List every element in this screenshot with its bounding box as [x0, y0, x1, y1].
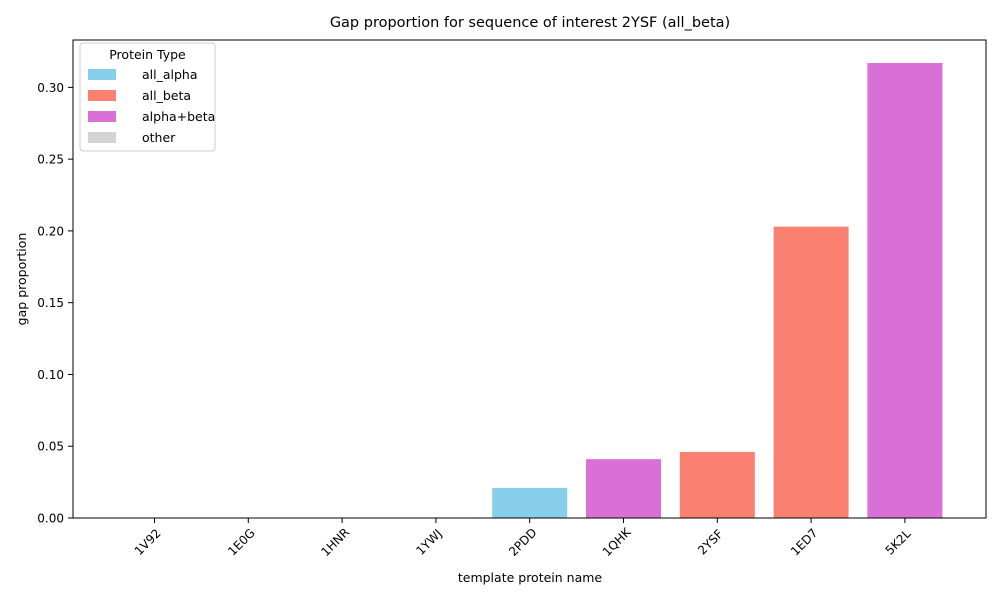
- x-tick-label: 5K2L: [883, 526, 914, 557]
- legend-swatch-other: [88, 132, 116, 143]
- y-axis-label: gap proportion: [14, 233, 29, 326]
- x-tick-label: 1E0G: [225, 526, 258, 559]
- x-axis: 1V92 1E0G 1HNR 1YWJ 2PDD 1QHK 2YSF 1ED7 5K2L: [132, 518, 914, 559]
- bar-1qhk: [586, 459, 661, 518]
- chart-title: Gap proportion for sequence of interest …: [330, 15, 730, 31]
- legend-label: alpha+beta: [142, 109, 215, 124]
- bar-2pdd: [492, 487, 568, 518]
- x-tick-label: 1YWJ: [413, 526, 444, 557]
- legend-swatch-all-beta: [88, 90, 116, 101]
- y-tick-label: 0.15: [37, 296, 64, 310]
- bar-2ysf: [679, 451, 755, 518]
- legend-title: Protein Type: [109, 47, 186, 62]
- x-tick-label: 2YSF: [695, 527, 726, 558]
- x-axis-label: template protein name: [458, 570, 603, 585]
- y-tick-label: 0.25: [37, 153, 64, 167]
- legend-swatch-all-alpha: [88, 69, 116, 80]
- x-tick-label: 1HNR: [318, 525, 352, 559]
- y-tick-label: 0.20: [37, 224, 64, 238]
- y-tick-label: 0.10: [37, 368, 64, 382]
- legend-label: other: [142, 130, 176, 145]
- x-tick-label: 1QHK: [600, 524, 635, 559]
- y-tick-label: 0.30: [37, 81, 64, 95]
- bars-group: [492, 62, 943, 519]
- x-tick-label: 2PDD: [506, 525, 539, 558]
- plot-frame: [72, 39, 987, 519]
- x-tick-label: 1ED7: [788, 526, 821, 559]
- legend-label: all_beta: [142, 88, 191, 103]
- legend: Protein Type all_alpha all_beta alpha+beta o…: [79, 42, 216, 152]
- legend-label: all_alpha: [142, 67, 198, 82]
- legend-swatch-alpha-beta: [88, 111, 116, 122]
- y-axis: 0.00 0.05 0.10 0.15 0.20 0.25 0.30: [37, 81, 73, 526]
- y-tick-label: 0.00: [37, 512, 64, 526]
- x-tick-label: 1V92: [132, 526, 164, 558]
- bar-5k2l: [867, 62, 943, 518]
- bar-1ed7: [773, 226, 849, 519]
- y-tick-label: 0.05: [37, 440, 64, 454]
